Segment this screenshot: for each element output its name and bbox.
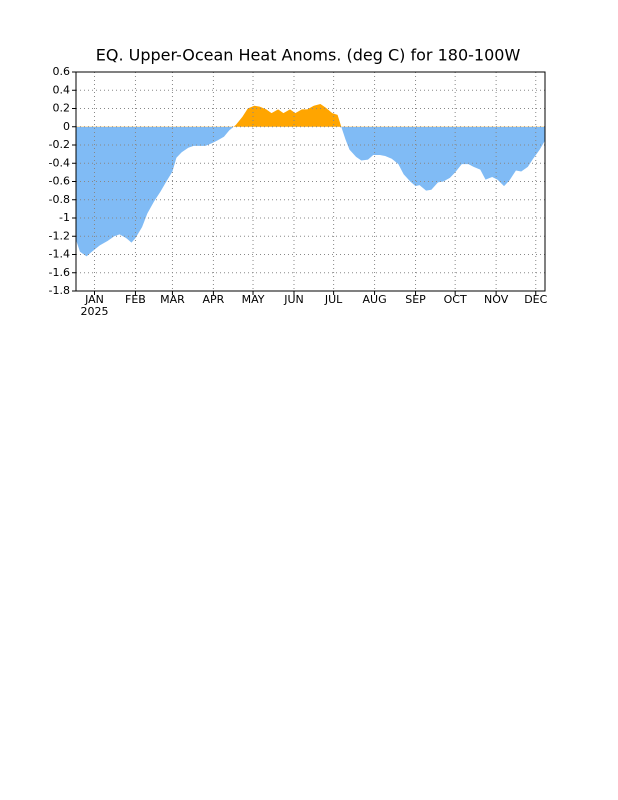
- chart-title: EQ. Upper-Ocean Heat Anoms. (deg C) for …: [96, 46, 521, 65]
- plot-frame: [75, 71, 546, 292]
- y-tick-label: -0.4: [49, 156, 70, 169]
- y-tick-label: 0.2: [53, 102, 71, 115]
- y-tick-label: -0.6: [49, 175, 70, 188]
- y-tick-label: -1.4: [49, 248, 70, 261]
- y-tick-label: 0.4: [53, 83, 71, 96]
- x-tick-label: SEP: [405, 293, 426, 306]
- y-tick-label: -1.8: [49, 284, 70, 297]
- y-tick-label: -1.2: [49, 229, 70, 242]
- y-tick-label: 0.6: [53, 65, 71, 78]
- y-tick-label: -0.8: [49, 193, 70, 206]
- x-tick-label: OCT: [444, 293, 467, 306]
- x-tick-label: JAN: [84, 293, 104, 306]
- x-tick-label: MAY: [242, 293, 265, 306]
- x-tick-label: APR: [202, 293, 224, 306]
- x-tick-label: JUN: [283, 293, 304, 306]
- x-tick-label: FEB: [125, 293, 146, 306]
- x-tick-label: DEC: [524, 293, 547, 306]
- area: [76, 103, 545, 257]
- x-tick-label: JUL: [324, 293, 343, 306]
- x-tick-label: NOV: [484, 293, 509, 306]
- year-label: 2025: [80, 305, 108, 318]
- y-tick-label: 0: [63, 120, 70, 133]
- x-tick-label: AUG: [363, 293, 387, 306]
- x-tick-label: MAR: [160, 293, 185, 306]
- y-tick-label: -1.6: [49, 266, 70, 279]
- y-tick-label: -1: [59, 211, 70, 224]
- y-tick-label: -0.2: [49, 138, 70, 151]
